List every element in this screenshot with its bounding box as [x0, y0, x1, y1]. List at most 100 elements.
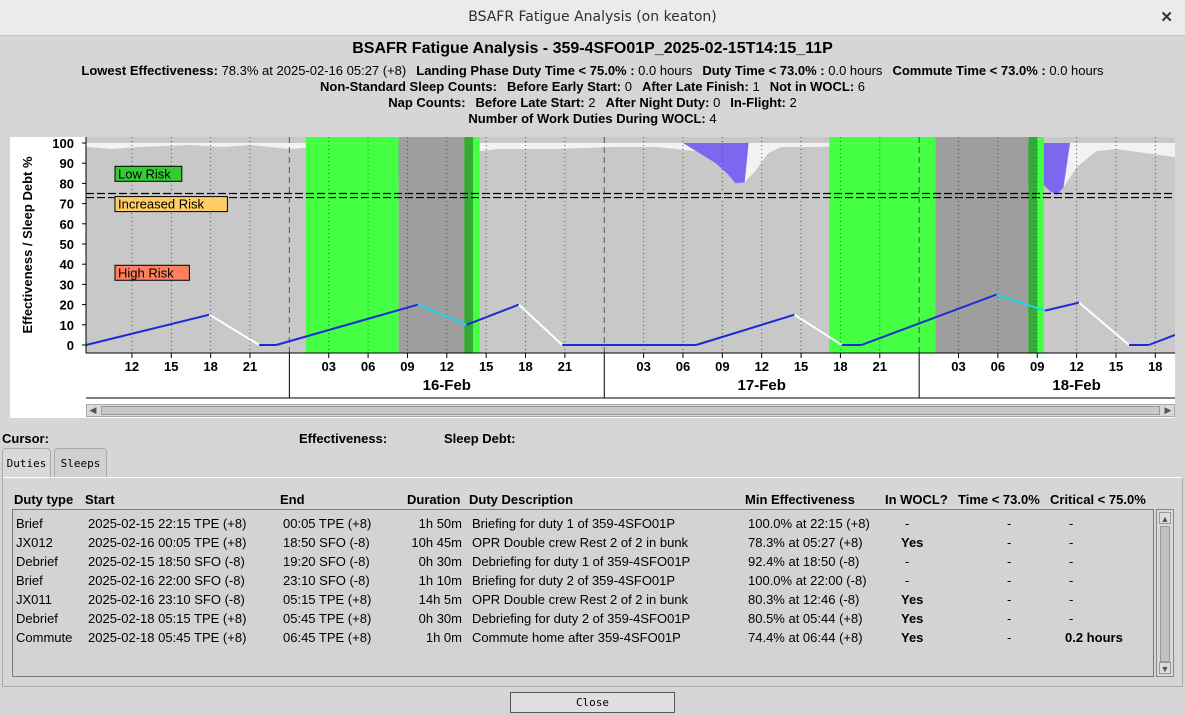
summary-key: After Night Duty: [605, 95, 710, 110]
sleep-debt-segment [996, 293, 1046, 312]
sleep-debt-segment [85, 313, 210, 346]
table-row[interactable]: Brief 2025-02-16 22:00 SFO (-8) 23:10 SFO … [13, 571, 1155, 590]
cell-start: 2025-02-15 22:15 TPE (+8) [88, 516, 247, 531]
tab-duties[interactable]: Duties [2, 448, 51, 479]
fatigue-chart-svg: 0 10 20 30 40 50 60 70 80 90 100 Effectiveness / Sl… [10, 137, 1175, 418]
cell-type: JX011 [16, 592, 52, 607]
cell-start: 2025-02-18 05:15 TPE (+8) [88, 611, 247, 626]
summary-item: Number of Work Duties During WOCL: 4 [468, 111, 716, 126]
fatigue-chart[interactable]: 0 10 20 30 40 50 60 70 80 90 100 Effectiveness / Sl… [10, 137, 1175, 418]
table-row[interactable]: JX012 2025-02-16 00:05 TPE (+8) 18:50 SFO … [13, 533, 1155, 552]
cell-desc: OPR Double crew Rest 2 of 2 in bunk [472, 535, 689, 550]
y-tick-label: 10 [60, 318, 74, 333]
table-row[interactable]: Debrief 2025-02-15 18:50 SFO (-8) 19:20 SF… [13, 552, 1155, 571]
cell-mineff: 80.5% at 05:44 (+8) [748, 611, 863, 626]
x-tick-label: 15 [479, 359, 493, 374]
x-tick-label: 18 [1148, 359, 1162, 374]
summary-value: 0 [709, 95, 721, 110]
date-label: 18-Feb [1052, 377, 1100, 394]
x-tick-label: 21 [243, 359, 257, 374]
y-tick-label: 70 [60, 197, 74, 212]
cell-desc: Commute home after 359-4SFO01P [472, 630, 681, 645]
cell-wocl: - [905, 554, 910, 569]
cell-duration: 0h 30m [418, 611, 462, 626]
cell-c75: - [1069, 592, 1074, 607]
cell-type: Debrief [16, 554, 58, 569]
cell-duration: 0h 30m [418, 554, 462, 569]
summary-line-4: Number of Work Duties During WOCL: 4 [0, 111, 1185, 126]
col-header-in-wocl: In WOCL? [885, 492, 948, 507]
cell-type: Debrief [16, 611, 58, 626]
sleep-debt-segment [1148, 333, 1175, 346]
close-button[interactable]: Close [510, 692, 675, 713]
close-icon[interactable]: ✕ [1160, 9, 1173, 26]
cell-type: Commute [16, 630, 73, 645]
cell-mineff: 80.3% at 12:46 (-8) [748, 592, 860, 607]
date-label: 17-Feb [738, 377, 786, 394]
sleep-debt-label: Sleep Debt: [444, 431, 516, 446]
x-tick-label: 06 [361, 359, 375, 374]
summary-item: Duty Time < 73.0% : 0.0 hours [702, 63, 882, 78]
cell-desc: OPR Double crew Rest 2 of 2 in bunk [472, 592, 689, 607]
cell-wocl: Yes [901, 535, 924, 550]
sleep-debt-segment [1078, 301, 1130, 346]
chart-horizontal-scrollbar[interactable]: ◀ ▶ [86, 404, 1175, 417]
scroll-up-arrow-icon[interactable]: ▲ [1159, 512, 1171, 524]
y-axis-label: Effectiveness / Sleep Debt % [20, 156, 35, 333]
y-tick-label: 80 [60, 176, 74, 191]
table-vertical-scrollbar[interactable]: ▲ ▼ [1156, 509, 1174, 677]
cell-end: 18:50 SFO (-8) [283, 535, 370, 550]
summary-key: In-Flight: [730, 95, 786, 110]
col-header-end: End [280, 492, 305, 507]
zone-label: Low Risk [118, 166, 171, 181]
cell-duration: 10h 45m [411, 535, 462, 550]
table-row[interactable]: Commute 2025-02-18 05:45 TPE (+8) 06:45 TP… [13, 628, 1155, 647]
cell-end: 19:20 SFO (-8) [283, 554, 370, 569]
duty-band [1037, 137, 1044, 353]
cell-start: 2025-02-16 22:00 SFO (-8) [88, 573, 245, 588]
scroll-track[interactable] [1160, 526, 1170, 662]
summary-item: Commute Time < 73.0% : 0.0 hours [892, 63, 1103, 78]
cell-start: 2025-02-16 00:05 TPE (+8) [88, 535, 247, 550]
scroll-right-arrow-icon[interactable]: ▶ [1164, 405, 1172, 415]
tab-sleeps[interactable]: Sleeps [54, 448, 107, 478]
cell-end: 00:05 TPE (+8) [283, 516, 372, 531]
y-tick-label: 40 [60, 257, 74, 272]
summary-key: Non-Standard Sleep Counts: [319, 79, 497, 94]
summary-line-2: Non-Standard Sleep Counts: Before Early S… [0, 79, 1185, 94]
sleep-debt-segment [695, 313, 795, 346]
cell-wocl: Yes [901, 630, 924, 645]
cell-t73: - [1007, 573, 1012, 588]
cell-c75: - [1069, 554, 1074, 569]
x-tick-label: 18 [518, 359, 532, 374]
summary-item: In-Flight: 2 [730, 95, 796, 110]
summary-item: Before Late Start: 2 [476, 95, 596, 110]
duty-band [398, 137, 465, 353]
cell-c75: - [1069, 535, 1074, 550]
cell-desc: Debriefing for duty 2 of 359-4SFO01P [472, 611, 691, 626]
cell-c75: - [1069, 516, 1074, 531]
cell-wocl: Yes [901, 611, 924, 626]
x-tick-label: 09 [400, 359, 414, 374]
cell-desc: Briefing for duty 2 of 359-4SFO01P [472, 573, 676, 588]
cell-desc: Debriefing for duty 1 of 359-4SFO01P [472, 554, 691, 569]
summary-key: Number of Work Duties During WOCL: [468, 111, 706, 126]
table-row[interactable]: JX011 2025-02-16 23:10 SFO (-8) 05:15 TPE … [13, 590, 1155, 609]
cell-mineff: 78.3% at 05:27 (+8) [748, 535, 863, 550]
cell-t73: - [1007, 554, 1012, 569]
duties-panel [2, 477, 1183, 687]
scroll-down-arrow-icon[interactable]: ▼ [1159, 662, 1171, 674]
summary-key: Duty Time < 73.0% : [702, 63, 825, 78]
sleep-debt-segment [275, 303, 419, 346]
scroll-left-arrow-icon[interactable]: ◀ [89, 405, 97, 415]
col-header-time-73: Time < 73.0% [958, 492, 1040, 507]
x-tick-label: 09 [1030, 359, 1044, 374]
table-row[interactable]: Debrief 2025-02-18 05:15 TPE (+8) 05:45 TP… [13, 609, 1155, 628]
summary-item: Non-Standard Sleep Counts: [320, 79, 497, 94]
col-header-min-effectiveness: Min Effectiveness [745, 492, 855, 507]
duties-table[interactable]: Brief 2025-02-15 22:15 TPE (+8) 00:05 TPE … [12, 509, 1154, 677]
table-row[interactable]: Brief 2025-02-15 22:15 TPE (+8) 00:05 TPE … [13, 514, 1155, 533]
scroll-thumb[interactable] [101, 406, 1160, 415]
x-tick-label: 21 [558, 359, 572, 374]
cell-mineff: 74.4% at 06:44 (+8) [748, 630, 863, 645]
